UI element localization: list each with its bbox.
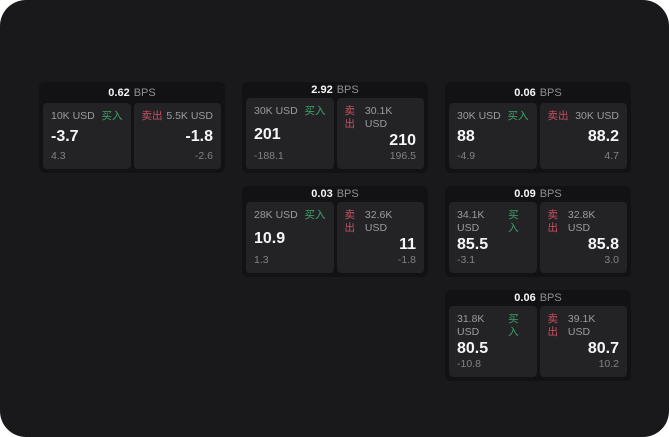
quote-card: 0.09 BPS 34.1K USD 买入 85.5 -3.1 卖出 32.8K…	[445, 186, 631, 277]
card-body: 28K USD 买入 10.9 1.3 卖出 32.6K USD 11 -1.8	[242, 202, 428, 277]
sell-quote-panel[interactable]: 卖出 30.1K USD 210 196.5	[336, 98, 424, 169]
sell-side-label: 卖出	[547, 209, 559, 234]
sell-quote-panel[interactable]: 卖出 30K USD 88.2 4.7	[539, 103, 627, 169]
sell-amount: 32.8K USD	[567, 209, 596, 234]
quote-card: 0.03 BPS 28K USD 买入 10.9 1.3 卖出 32.6K US…	[242, 186, 428, 277]
bps-value: 0.06	[514, 86, 536, 99]
sell-amount: 32.6K USD	[364, 209, 393, 234]
bps-unit-label: BPS	[133, 86, 156, 99]
sell-delta-value: 3.0	[604, 254, 619, 266]
buy-amount: 30K USD	[457, 110, 501, 122]
buy-quote-value: -3.7	[51, 128, 79, 145]
bps-unit-label: BPS	[336, 84, 359, 96]
buy-quote-value: 88	[457, 128, 475, 145]
buy-delta-value: -10.8	[457, 358, 481, 370]
card-body: 34.1K USD 买入 85.5 -3.1 卖出 32.8K USD 85.8…	[445, 202, 631, 277]
bps-header: 0.06 BPS	[445, 82, 631, 103]
buy-quote-value: 85.5	[457, 236, 489, 253]
card-body: 30K USD 买入 201 -188.1 卖出 30.1K USD 210 1…	[242, 98, 428, 173]
buy-amount: 28K USD	[254, 209, 298, 221]
bps-header: 0.06 BPS	[445, 290, 631, 306]
quote-card: 0.06 BPS 30K USD 买入 88 -4.9 卖出 30K USD	[445, 82, 631, 173]
sell-side-label: 卖出	[547, 313, 559, 338]
bps-unit-label: BPS	[539, 86, 562, 99]
buy-delta-value: -3.1	[457, 254, 476, 266]
sell-quote-panel[interactable]: 卖出 39.1K USD 80.7 10.2	[539, 306, 627, 377]
sell-quote-panel[interactable]: 卖出 32.8K USD 85.8 3.0	[539, 202, 627, 273]
sell-quote-value: 210	[389, 132, 416, 149]
bps-value: 0.09	[514, 188, 536, 200]
buy-quote-value: 10.9	[254, 229, 286, 247]
buy-side-label: 买入	[508, 313, 519, 338]
sell-delta-value: -1.8	[397, 254, 416, 266]
buy-delta-value: 4.3	[51, 150, 66, 162]
quote-card: 0.62 BPS 10K USD 买入 -3.7 4.3 卖出 5.5K USD	[39, 82, 225, 173]
buy-side-label: 买入	[101, 110, 123, 122]
sell-side-label: 卖出	[344, 105, 356, 130]
bps-value: 0.62	[108, 86, 130, 99]
bps-header: 0.09 BPS	[445, 186, 631, 202]
sell-quote-value: -1.8	[185, 128, 213, 145]
bps-value: 0.06	[514, 292, 536, 304]
buy-quote-panel[interactable]: 10K USD 买入 -3.7 4.3	[43, 103, 131, 169]
sell-amount: 30K USD	[575, 110, 619, 122]
buy-quote-value: 80.5	[457, 340, 489, 357]
card-body: 10K USD 买入 -3.7 4.3 卖出 5.5K USD -1.8 -2.…	[39, 103, 225, 173]
sell-side-label: 卖出	[141, 110, 163, 122]
sell-quote-value: 88.2	[587, 128, 619, 145]
buy-quote-panel[interactable]: 30K USD 买入 201 -188.1	[246, 98, 334, 169]
buy-delta-value: 1.3	[254, 254, 269, 266]
quote-card: 0.06 BPS 31.8K USD 买入 80.5 -10.8 卖出 39.1…	[445, 290, 631, 381]
buy-amount: 10K USD	[51, 110, 95, 122]
bps-header: 0.03 BPS	[242, 186, 428, 202]
buy-amount: 30K USD	[254, 105, 298, 117]
buy-amount: 31.8K USD	[457, 313, 485, 338]
card-body: 31.8K USD 买入 80.5 -10.8 卖出 39.1K USD 80.…	[445, 306, 631, 381]
sell-delta-value: 196.5	[389, 150, 416, 162]
sell-side-label: 卖出	[344, 209, 356, 234]
sell-quote-value: 80.7	[587, 340, 619, 357]
sell-amount: 5.5K USD	[166, 110, 213, 122]
buy-quote-panel[interactable]: 28K USD 买入 10.9 1.3	[246, 202, 334, 273]
sell-quote-value: 85.8	[587, 236, 619, 253]
sell-quote-panel[interactable]: 卖出 5.5K USD -1.8 -2.6	[133, 103, 221, 169]
buy-quote-value: 201	[254, 125, 281, 143]
bps-header: 2.92 BPS	[242, 82, 428, 98]
sell-amount: 30.1K USD	[364, 105, 393, 130]
bps-unit-label: BPS	[539, 292, 562, 304]
buy-quote-panel[interactable]: 30K USD 买入 88 -4.9	[449, 103, 537, 169]
bps-unit-label: BPS	[336, 188, 359, 200]
sell-amount: 39.1K USD	[567, 313, 596, 338]
bps-unit-label: BPS	[539, 188, 562, 200]
buy-side-label: 买入	[304, 209, 326, 221]
bps-value: 2.92	[311, 84, 333, 96]
quote-card: 2.92 BPS 30K USD 买入 201 -188.1 卖出 30.1K …	[242, 82, 428, 173]
card-body: 30K USD 买入 88 -4.9 卖出 30K USD 88.2 4.7	[445, 103, 631, 173]
buy-delta-value: -188.1	[254, 150, 284, 162]
bps-value: 0.03	[311, 188, 333, 200]
sell-side-label: 卖出	[547, 110, 569, 122]
bps-header: 0.62 BPS	[39, 82, 225, 103]
buy-quote-panel[interactable]: 34.1K USD 买入 85.5 -3.1	[449, 202, 537, 273]
sell-delta-value: 10.2	[598, 358, 619, 370]
buy-side-label: 买入	[507, 110, 529, 122]
sell-quote-panel[interactable]: 卖出 32.6K USD 11 -1.8	[336, 202, 424, 273]
buy-amount: 34.1K USD	[457, 209, 485, 234]
sell-delta-value: 4.7	[604, 150, 619, 162]
buy-side-label: 买入	[508, 209, 519, 234]
buy-quote-panel[interactable]: 31.8K USD 买入 80.5 -10.8	[449, 306, 537, 377]
quote-cards-grid: 0.62 BPS 10K USD 买入 -3.7 4.3 卖出 5.5K USD	[39, 82, 631, 381]
sell-quote-value: 11	[399, 236, 416, 253]
buy-side-label: 买入	[304, 105, 326, 117]
buy-delta-value: -4.9	[457, 150, 476, 162]
sell-delta-value: -2.6	[194, 150, 213, 162]
